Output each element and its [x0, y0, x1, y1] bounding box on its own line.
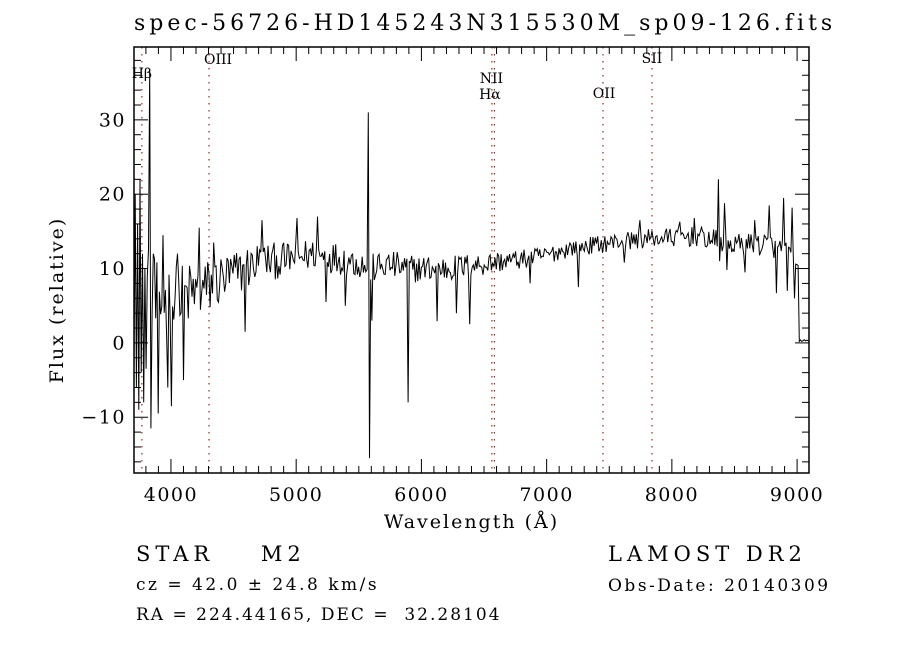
spectral-line-label: SII: [642, 51, 663, 67]
y-tick-label: 30: [99, 109, 126, 131]
x-tick-label: 6000: [394, 484, 448, 506]
y-tick-label: 0: [112, 332, 126, 354]
x-tick-label: 5000: [269, 484, 323, 506]
cz-value-line: cz = 42.0 ± 24.8 km/s: [136, 575, 380, 595]
x-tick-label: 4000: [144, 484, 198, 506]
x-axis-title: Wavelength (Å): [383, 511, 560, 533]
x-tick-label: 8000: [645, 484, 699, 506]
x-tick-label: 9000: [770, 484, 824, 506]
ra-dec-line: RA = 224.44165, DEC = 32.28104: [136, 605, 502, 625]
obs-date-line: Obs-Date: 20140309: [608, 576, 831, 596]
survey-label: LAMOST DR2: [608, 542, 807, 566]
spectral-line-label: OIII: [204, 52, 232, 68]
spectral-line-label: Hβ: [132, 66, 152, 82]
plot-title: spec-56726-HD145243N315530M_sp09-126.fit…: [134, 11, 837, 36]
y-axis-title: Flux (relative): [46, 216, 68, 384]
y-tick-label: 10: [99, 258, 126, 280]
y-tick-label: −10: [81, 407, 126, 429]
x-tick-label: 7000: [519, 484, 573, 506]
object-class-label: STAR M2: [136, 542, 306, 566]
y-tick-label: 20: [99, 184, 126, 206]
spectral-line-label: NII: [480, 71, 503, 87]
spectrum-trace: [133, 69, 810, 459]
plot-frame: [133, 46, 810, 474]
spectral-line-label: Hα: [479, 87, 501, 103]
spectral-line-label: OII: [593, 86, 616, 102]
